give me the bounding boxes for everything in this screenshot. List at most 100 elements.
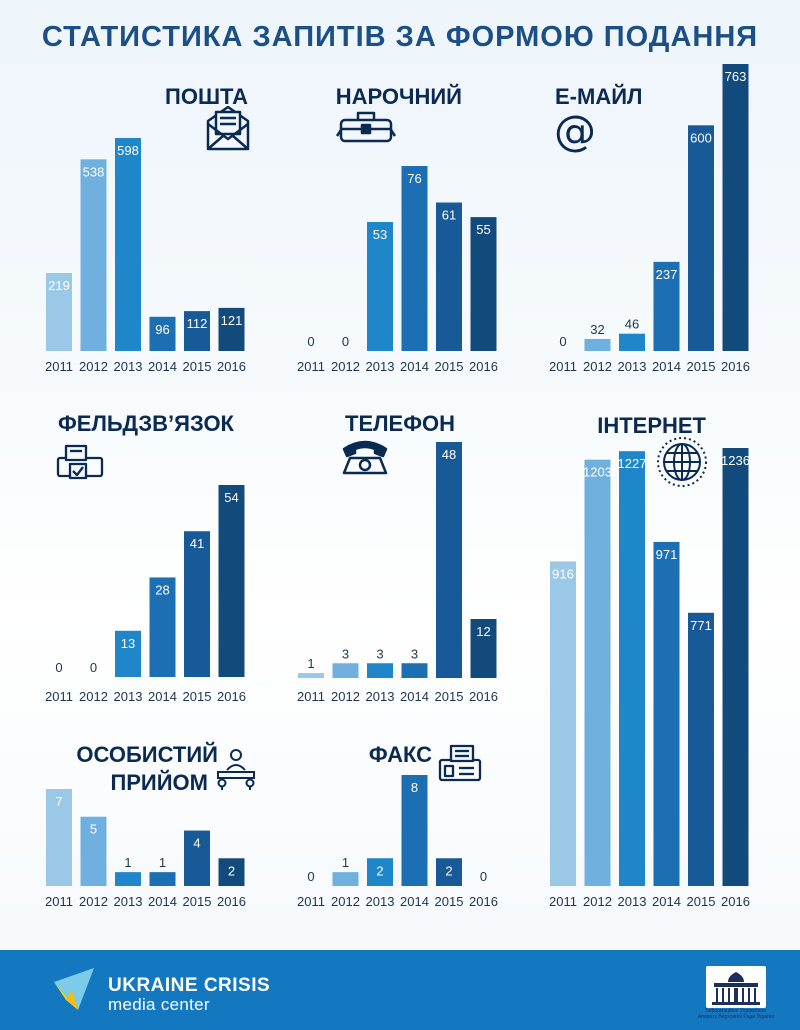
bar (332, 663, 359, 678)
data-label: 763 (725, 69, 747, 84)
tick-label: 2014 (400, 689, 429, 704)
data-label: 1 (159, 855, 166, 870)
tick-label: 2013 (366, 359, 395, 374)
briefcase-icon (335, 111, 397, 143)
bar (218, 485, 245, 677)
tick-label: 2016 (469, 894, 498, 909)
bar (584, 338, 611, 351)
charts-group: ПОШТА21920115382012598201396201411220151… (45, 64, 750, 909)
chart-title: ОСОБИСТИЙ (76, 742, 218, 767)
chart-title: ФЕЛЬДЗВ’ЯЗОК (58, 411, 235, 436)
tick-label: 2016 (217, 894, 246, 909)
tick-label: 2011 (297, 894, 325, 909)
page-title: СТАТИСТИКА ЗАПИТІВ ЗА ФОРМОЮ ПОДАННЯ (42, 21, 758, 53)
bar (401, 775, 428, 886)
bar (149, 577, 176, 677)
bar (149, 316, 176, 351)
fax-machine-icon (438, 744, 482, 782)
fax-printer-icon (56, 444, 104, 480)
brand-title: UKRAINE CRISIS (108, 975, 271, 996)
tick-label: 2016 (469, 689, 498, 704)
tick-label: 2012 (583, 894, 612, 909)
agency-caption: Інформаційне Управління Апарату Верховно… (697, 1008, 775, 1020)
bar (80, 159, 107, 351)
data-label: 3 (342, 646, 349, 661)
chart-6: ІНТЕРНЕТ 916 2011 1203 2012 1227 2013 971 2014 77… (549, 413, 750, 909)
tick-label: 2012 (331, 689, 360, 704)
chart-4: ФЕЛЬДЗВ’ЯЗОК 0 2011 0 2012 13 2013 28 2014 41 2015… (45, 411, 246, 704)
tick-label: 2014 (148, 894, 177, 909)
bar (470, 217, 497, 351)
data-label: 0 (307, 869, 314, 884)
tick-label: 2013 (114, 689, 143, 704)
tick-label: 2013 (618, 359, 647, 374)
tick-label: 2013 (366, 689, 395, 704)
data-label: 1 (342, 855, 349, 870)
chart-2: НАРОЧНИЙ 0 2011 0 2012 53 2013 76 2014 61 2015 55 20… (297, 84, 498, 374)
data-label: 1236 (721, 453, 750, 468)
tick-label: 2013 (366, 894, 395, 909)
bar (470, 619, 497, 678)
data-label: 96 (155, 322, 169, 337)
tick-label: 2015 (183, 359, 212, 374)
bar (436, 858, 462, 886)
tick-label: 2014 (400, 359, 429, 374)
data-label: 3 (411, 646, 418, 661)
bar (367, 221, 393, 351)
bar (332, 872, 359, 886)
tick-label: 2015 (687, 359, 716, 374)
tick-label: 2014 (148, 689, 177, 704)
tick-label: 2014 (652, 359, 681, 374)
data-label: 600 (690, 130, 712, 145)
tick-label: 2011 (549, 894, 577, 909)
globe-icon (657, 437, 707, 487)
data-label: 2 (376, 863, 383, 878)
chart-title: ФАКС (369, 742, 432, 767)
tick-label: 2014 (148, 359, 177, 374)
icons-group: @ (56, 105, 707, 790)
data-label: 41 (190, 536, 204, 551)
at-sign-icon: @ (554, 106, 596, 155)
data-label: 121 (221, 313, 243, 328)
bar (688, 125, 714, 352)
tick-label: 2011 (45, 689, 73, 704)
bar (550, 561, 576, 886)
data-label: 771 (690, 618, 712, 633)
tick-label: 2012 (79, 894, 108, 909)
tick-label: 2016 (217, 689, 246, 704)
chart-3: Е-МАЙЛ 0 2011 32 2012 46 2013 237 2014 600 2015 763… (549, 64, 750, 374)
bar (46, 272, 72, 351)
chart-1: ПОШТА 219 2011 538 2012 598 2013 96 2014 112 2015 1… (45, 84, 248, 374)
chart-title-line2: ПРИЙОМ (110, 770, 208, 795)
bar (367, 663, 393, 678)
data-label: 1203 (583, 465, 612, 480)
data-label: 55 (476, 222, 490, 237)
data-label: 0 (90, 660, 97, 675)
chart-title: НАРОЧНИЙ (336, 84, 462, 109)
bar (218, 307, 245, 351)
bar (184, 830, 210, 886)
data-label: 61 (442, 208, 456, 223)
tick-label: 2014 (400, 894, 429, 909)
tick-label: 2012 (79, 359, 108, 374)
tick-label: 2012 (331, 359, 360, 374)
bar (722, 64, 749, 351)
bar (115, 872, 141, 886)
tick-label: 2012 (79, 689, 108, 704)
data-label: 0 (307, 334, 314, 349)
tick-label: 2016 (721, 894, 750, 909)
bar (619, 333, 645, 351)
data-label: 1 (307, 656, 314, 671)
data-label: 3 (376, 646, 383, 661)
tick-label: 2016 (721, 359, 750, 374)
data-label: 237 (656, 267, 678, 282)
data-label: 7 (55, 794, 62, 809)
data-label: 0 (559, 334, 566, 349)
data-label: 4 (193, 836, 200, 851)
bar (401, 663, 428, 678)
tick-label: 2011 (549, 359, 577, 374)
data-label: 219 (48, 278, 70, 293)
bar (115, 630, 141, 677)
data-label: 28 (155, 582, 169, 597)
